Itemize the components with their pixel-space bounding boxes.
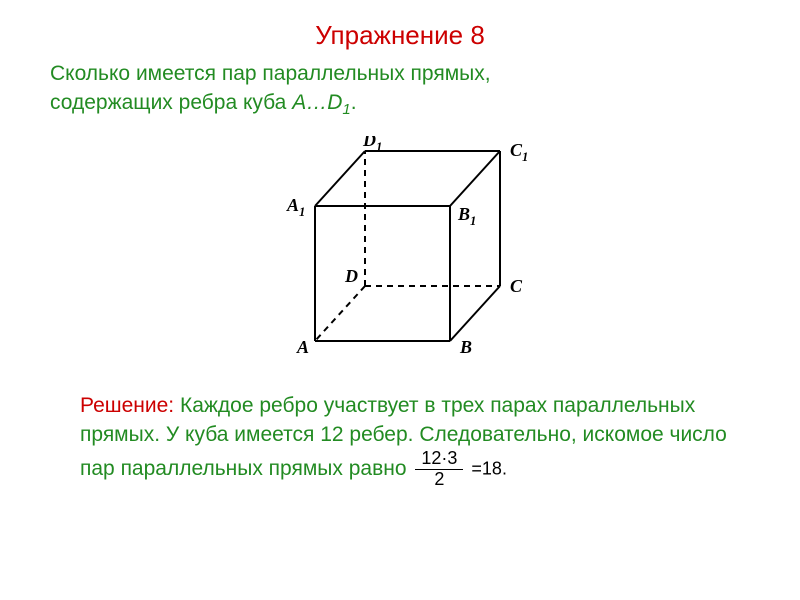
fraction: 12·3 2 <box>415 449 463 490</box>
cube-edge <box>450 286 500 341</box>
vertex-label: D <box>344 266 358 286</box>
cube-svg: ABCDA1B1C1D1 <box>270 136 530 366</box>
solution-text: Решение: Каждое ребро участвует в трех п… <box>80 391 730 490</box>
vertex-label: A <box>296 337 309 357</box>
question-sub: 1 <box>342 102 350 119</box>
fraction-numerator: 12·3 <box>415 449 463 470</box>
exercise-title: Упражнение 8 <box>50 20 750 51</box>
cube-edge <box>450 151 500 206</box>
result: =18. <box>466 459 507 479</box>
vertex-label: C <box>510 276 523 296</box>
cube-edge <box>315 151 365 206</box>
question-text: Сколько имеется пар параллельных прямых,… <box>50 59 750 121</box>
question-line2a: содержащих ребра куба <box>50 91 292 114</box>
vertex-label: C1 <box>510 140 528 164</box>
question-line1: Сколько имеется пар параллельных прямых, <box>50 62 491 85</box>
cube-edge <box>315 286 365 341</box>
question-period: . <box>351 91 357 114</box>
vertex-label: A1 <box>286 195 305 219</box>
solution-label: Решение: <box>80 394 180 417</box>
vertex-label: B <box>459 337 472 357</box>
question-cube-notation: A…D <box>292 91 342 114</box>
cube-diagram: ABCDA1B1C1D1 <box>50 136 750 371</box>
vertex-label: B1 <box>457 204 476 228</box>
fraction-denominator: 2 <box>415 470 463 490</box>
